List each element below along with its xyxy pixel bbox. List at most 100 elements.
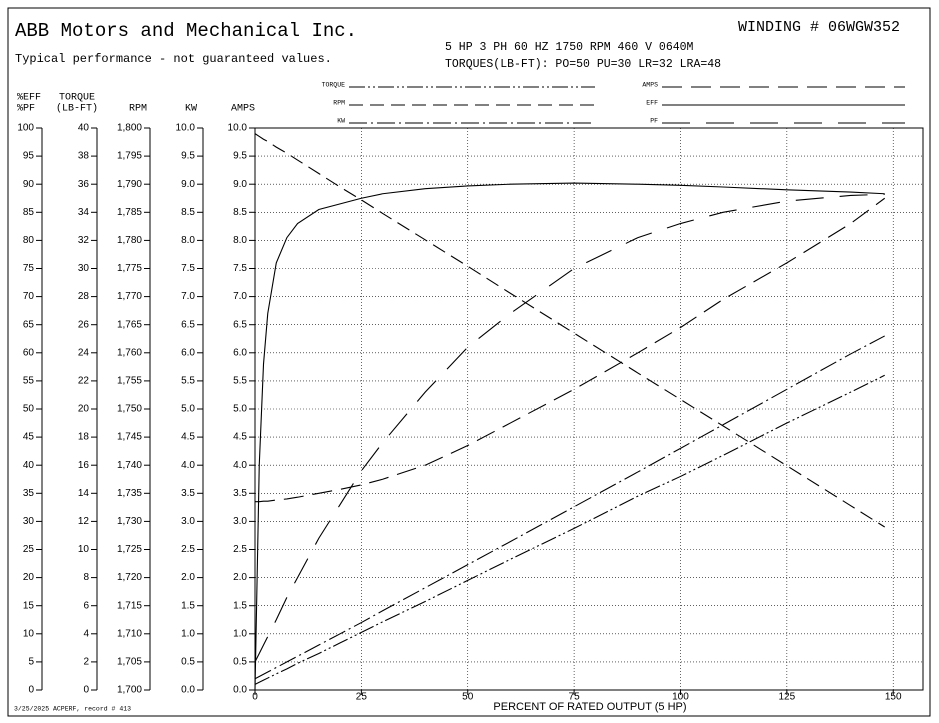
y-tick-label: 1,700 — [117, 685, 142, 696]
y-tick-label: 3.0 — [181, 516, 195, 527]
y-tick-label: 7.0 — [233, 291, 247, 302]
y-tick-label: 0.5 — [233, 657, 247, 668]
y-tick-label: 34 — [78, 207, 90, 218]
y-tick-label: 1,795 — [117, 151, 142, 162]
y-tick-label: 4.5 — [233, 432, 247, 443]
y-tick-label: 1,785 — [117, 207, 142, 218]
y-tick-label: 40 — [23, 460, 35, 471]
y-tick-label: 5.5 — [233, 376, 247, 387]
y-tick-label: 8.0 — [181, 235, 195, 246]
y-tick-label: 15 — [23, 600, 35, 611]
y-tick-label: 36 — [78, 179, 90, 190]
y-tick-label: 1,725 — [117, 544, 142, 555]
y-tick-label: 10 — [23, 628, 35, 639]
y-tick-label: 1,735 — [117, 488, 142, 499]
y-tick-label: 3.0 — [233, 516, 247, 527]
y-tick-label: 18 — [78, 432, 90, 443]
y-tick-label: 0.5 — [181, 657, 195, 668]
y-tick-label: 1,705 — [117, 657, 142, 668]
y-tick-label: 4.5 — [181, 432, 195, 443]
y-tick-label: 1,740 — [117, 460, 142, 471]
y-tick-label: 8.5 — [233, 207, 247, 218]
y-tick-label: 1,750 — [117, 404, 142, 415]
y-tick-label: 10.0 — [228, 123, 248, 134]
y-tick-label: 0.0 — [181, 685, 195, 696]
y-tick-label: 5.5 — [181, 376, 195, 387]
y-tick-label: 24 — [78, 347, 90, 358]
y-tick-label: 1,760 — [117, 347, 142, 358]
y-tick-label: 14 — [78, 488, 90, 499]
y-tick-label: 1,745 — [117, 432, 142, 443]
x-axis-label: PERCENT OF RATED OUTPUT (5 HP) — [493, 701, 686, 713]
y-tick-label: 70 — [23, 291, 35, 302]
page-border — [7, 7, 931, 717]
legend-label: TORQUE — [322, 82, 346, 89]
y-tick-label: 10 — [78, 544, 90, 555]
y-axis-title: RPM — [129, 104, 147, 115]
y-tick-label: 28 — [78, 291, 90, 302]
y-tick-label: 5 — [28, 657, 34, 668]
y-tick-label: 4.0 — [181, 460, 195, 471]
y-tick-label: 6 — [83, 600, 89, 611]
x-tick-label: 125 — [779, 692, 796, 703]
y-tick-label: 2.5 — [233, 544, 247, 555]
y-tick-label: 95 — [23, 151, 35, 162]
y-tick-label: 12 — [78, 516, 90, 527]
y-tick-label: 55 — [23, 376, 35, 387]
y-tick-label: 30 — [23, 516, 35, 527]
y-tick-label: 32 — [78, 235, 90, 246]
y-tick-label: 1,780 — [117, 235, 142, 246]
y-tick-label: 1,775 — [117, 263, 142, 274]
y-tick-label: 5.0 — [181, 404, 195, 415]
y-tick-label: 9.0 — [233, 179, 247, 190]
y-axis-title: TORQUE — [59, 93, 95, 104]
series-line — [254, 374, 885, 685]
y-tick-label: 0.0 — [233, 685, 247, 696]
y-tick-label: 8.0 — [233, 235, 247, 246]
torques: TORQUES(LB-FT): PO=50 PU=30 LR=32 LRA=48 — [445, 58, 721, 71]
y-tick-label: 10.0 — [176, 123, 196, 134]
x-tick-label: 100 — [672, 692, 689, 703]
y-tick-label: 6.0 — [233, 347, 247, 358]
y-tick-label: 45 — [23, 432, 35, 443]
y-tick-label: 0 — [83, 685, 89, 696]
y-tick-label: 20 — [23, 572, 35, 583]
y-tick-label: 8.5 — [181, 207, 195, 218]
y-tick-label: 1,715 — [117, 600, 142, 611]
y-tick-label: 9.5 — [233, 151, 247, 162]
y-tick-label: 1.0 — [181, 628, 195, 639]
y-tick-label: 35 — [23, 488, 35, 499]
y-axis-title: %PF — [17, 104, 35, 115]
legend-label: AMPS — [642, 82, 658, 89]
y-tick-label: 85 — [23, 207, 35, 218]
y-tick-label: 2.0 — [181, 572, 195, 583]
y-tick-label: 1,720 — [117, 572, 142, 583]
y-axis-title: AMPS — [231, 104, 255, 115]
y-tick-label: 2 — [83, 657, 89, 668]
footer: 3/25/2025 ACPERF, record # 413 — [14, 706, 131, 713]
y-axis-title: (LB-FT) — [56, 103, 98, 115]
y-tick-label: 1.0 — [233, 628, 247, 639]
x-tick-label: 75 — [569, 692, 581, 703]
rating: 5 HP 3 PH 60 HZ 1750 RPM 460 V 0640M — [445, 41, 694, 54]
y-axis-title: KW — [185, 104, 197, 115]
y-tick-label: 4.0 — [233, 460, 247, 471]
y-tick-label: 80 — [23, 235, 35, 246]
y-tick-label: 1,755 — [117, 376, 142, 387]
y-tick-label: 3.5 — [181, 488, 195, 499]
series-line — [254, 193, 885, 663]
y-tick-label: 3.5 — [233, 488, 247, 499]
y-tick-label: 2.0 — [233, 572, 247, 583]
x-tick-label: 0 — [252, 692, 258, 703]
winding: WINDING # 06WGW352 — [738, 19, 900, 36]
y-tick-label: 1,790 — [117, 179, 142, 190]
y-tick-label: 0 — [28, 685, 34, 696]
y-tick-label: 20 — [78, 404, 90, 415]
y-tick-label: 1.5 — [181, 600, 195, 611]
y-tick-label: 5.0 — [233, 404, 247, 415]
y-tick-label: 26 — [78, 319, 90, 330]
y-tick-label: 1,765 — [117, 319, 142, 330]
y-tick-label: 7.5 — [181, 263, 195, 274]
y-axis-title: %EFF — [17, 93, 41, 104]
